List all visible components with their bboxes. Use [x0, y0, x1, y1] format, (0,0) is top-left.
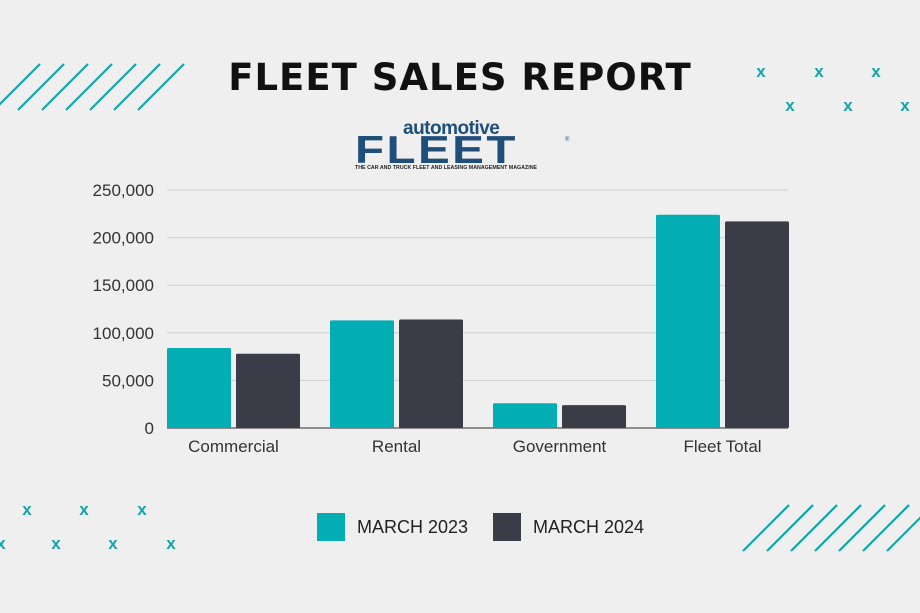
decor-stripe: [766, 504, 814, 552]
decor-stripe: [886, 516, 920, 552]
decor-stripes-top-left: [0, 63, 185, 111]
bar-series1: [656, 214, 720, 428]
decor-x-mark: x: [900, 96, 910, 115]
bar-series2: [399, 319, 463, 428]
bars: [167, 214, 789, 428]
decor-stripe: [790, 504, 838, 552]
bar-series1: [493, 403, 557, 428]
y-tick-label: 0: [145, 419, 154, 438]
y-tick-label: 200,000: [93, 229, 154, 248]
legend-swatch: [493, 513, 521, 541]
decor-x-mark: x: [871, 62, 881, 81]
bar-series2: [562, 405, 626, 428]
decor-x-mark: x: [51, 534, 61, 553]
decor-x-mark: x: [79, 500, 89, 519]
bar-series2: [236, 353, 300, 428]
decor-x-mark: x: [22, 500, 32, 519]
x-axis-ticks: Commercial Rental Government Fleet Total: [188, 437, 761, 456]
decor-stripe: [862, 504, 910, 552]
x-tick-label: Government: [513, 437, 607, 456]
decor-x-mark: x: [0, 534, 6, 553]
decor-stripe: [838, 504, 886, 552]
y-tick-label: 100,000: [93, 324, 154, 343]
bar-series1: [167, 348, 231, 428]
decor-stripe: [137, 63, 185, 111]
y-axis-ticks: 0 50,000 100,000 150,000 200,000 250,000: [93, 181, 154, 438]
legend-swatch: [317, 513, 345, 541]
logo-tagline: THE CAR AND TRUCK FLEET AND LEASING MANA…: [355, 165, 538, 171]
automotive-fleet-logo: automotive FLEET ® THE CAR AND TRUCK FLE…: [345, 118, 575, 178]
decor-x-mark: x: [756, 62, 766, 81]
bar-series2: [725, 221, 789, 428]
logo-top-text: automotive: [403, 118, 500, 139]
x-tick-label: Fleet Total: [683, 437, 761, 456]
page-title: FLEET SALES REPORT: [228, 56, 692, 99]
decor-x-mark: x: [108, 534, 118, 553]
legend: MARCH 2023 MARCH 2024: [317, 513, 644, 541]
logo-main-text: FLEET: [355, 129, 518, 172]
decor-stripe: [814, 504, 862, 552]
y-tick-label: 50,000: [102, 371, 154, 390]
decor-stripe: [41, 63, 89, 111]
decor-stripe: [742, 504, 790, 552]
decor-stripe: [17, 63, 65, 111]
logo-registered-mark: ®: [565, 137, 570, 143]
x-tick-label: Rental: [372, 437, 421, 456]
decor-stripe: [113, 63, 161, 111]
decor-x-mark: x: [843, 96, 853, 115]
decor-stripe: [65, 63, 113, 111]
decor-stripes-bottom-right: [742, 504, 920, 552]
y-tick-label: 250,000: [93, 181, 154, 200]
legend-label: MARCH 2023: [357, 517, 468, 537]
y-tick-label: 150,000: [93, 276, 154, 295]
x-tick-label: Commercial: [188, 437, 279, 456]
legend-label: MARCH 2024: [533, 517, 644, 537]
bar-series1: [330, 320, 394, 428]
decor-x-mark: x: [814, 62, 824, 81]
decor-stripe: [89, 63, 137, 111]
decor-x-mark: x: [137, 500, 147, 519]
decor-x-mark: x: [166, 534, 176, 553]
decor-x-mark: x: [785, 96, 795, 115]
decor-stripe: [0, 63, 41, 106]
decorations: x x xx x xx x xx x x x: [0, 62, 920, 553]
